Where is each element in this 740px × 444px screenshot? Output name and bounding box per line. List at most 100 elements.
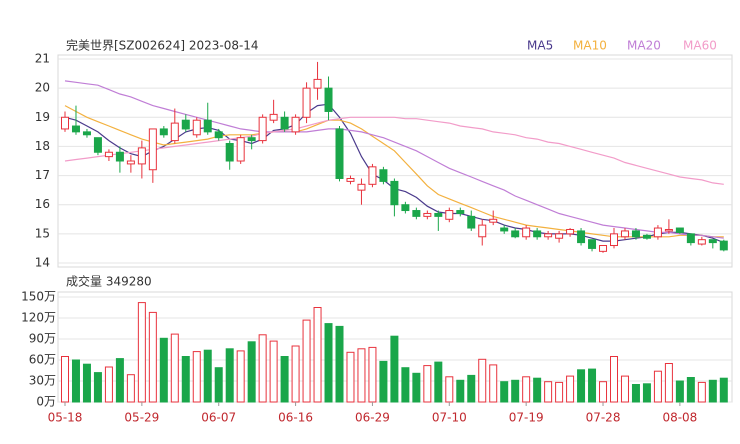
volume-bar	[456, 379, 465, 403]
y-tick-label: 30万	[29, 374, 56, 388]
x-tick-label: 07-10	[432, 411, 467, 425]
volume-bar	[423, 365, 432, 403]
candle-body	[236, 137, 245, 162]
volume-bar	[159, 337, 168, 403]
volume-bar	[181, 356, 190, 403]
candle-body	[379, 169, 388, 182]
legend-entry: MA20	[627, 39, 661, 53]
legend-entry: MA10	[573, 39, 607, 53]
candle-body	[203, 119, 212, 133]
volume-bar	[500, 381, 509, 403]
volume-bar	[686, 377, 695, 403]
candle-body	[577, 230, 586, 244]
volume-bar	[335, 325, 344, 403]
volume-bar	[434, 361, 443, 403]
volume-bar	[148, 311, 157, 403]
y-tick-label: 16	[35, 197, 50, 211]
candle-body	[697, 239, 706, 245]
volume-bar	[137, 302, 146, 403]
volume-bar	[247, 341, 256, 403]
legend-entry: MA60	[683, 39, 717, 53]
volume-bar	[313, 307, 322, 403]
volume-bar	[93, 372, 102, 403]
y-tick-label: 15	[35, 226, 50, 240]
volume-bar	[577, 369, 586, 403]
volume-bar	[445, 376, 454, 403]
volume-bar	[379, 360, 388, 403]
volume-bar	[675, 380, 684, 403]
volume-bar	[291, 345, 300, 403]
volume-bar	[61, 356, 69, 403]
volume-bar	[664, 363, 673, 403]
candle-body	[719, 240, 728, 251]
volume-bar	[467, 374, 476, 403]
candle-body	[631, 230, 640, 238]
candle-body	[126, 160, 135, 165]
volume-bar	[555, 381, 564, 403]
candle-body	[71, 125, 80, 133]
candle-body	[708, 239, 717, 244]
candle-body	[192, 119, 201, 136]
candle-body	[137, 147, 146, 165]
volume-bar	[104, 366, 113, 403]
volume-bar	[522, 376, 531, 403]
ma-line	[64, 105, 724, 238]
candle-body	[610, 233, 618, 247]
volume-bar	[203, 349, 212, 403]
volume-bar	[82, 363, 91, 403]
candle-body	[82, 131, 91, 136]
candle-body	[291, 116, 300, 133]
candle-body	[412, 210, 421, 217]
y-tick-label: 90万	[29, 332, 56, 346]
y-tick-label: 14	[35, 256, 50, 270]
chart-title: 完美世界[SZ002624] 2023-08-14	[66, 38, 259, 53]
volume-bar	[599, 381, 608, 403]
volume-bar	[642, 383, 651, 403]
candle-body	[599, 245, 608, 252]
x-tick-label: 06-07	[201, 411, 236, 425]
y-tick-label: 17	[35, 168, 50, 182]
volume-bar	[511, 379, 520, 403]
candle-body	[390, 180, 399, 206]
volume-bar	[719, 377, 728, 403]
y-tick-label: 18	[35, 139, 50, 153]
candle-body	[324, 87, 333, 112]
volume-bar	[302, 319, 311, 403]
volume-bar	[610, 356, 618, 403]
volume-bar	[71, 359, 80, 403]
legend-entry: MA5	[527, 39, 553, 53]
candle-body	[181, 119, 190, 130]
volume-bar	[620, 375, 629, 403]
volume-bar	[126, 374, 135, 403]
volume-bar	[401, 367, 410, 403]
candle-body	[302, 87, 311, 118]
price-frame	[57, 54, 733, 268]
volume-bar	[225, 348, 234, 403]
x-tick-label: 07-19	[509, 411, 544, 425]
candle-body	[555, 233, 564, 239]
volume-bar	[544, 381, 553, 403]
candle-body	[686, 233, 695, 244]
candle-body	[61, 116, 69, 130]
volume-bar	[588, 368, 597, 403]
x-tick-label: 05-29	[124, 411, 159, 425]
candle-body	[346, 177, 355, 182]
candle-body	[588, 239, 597, 249]
candle-body	[214, 131, 223, 139]
candle-body	[170, 122, 179, 142]
y-tick-label: 60万	[29, 353, 56, 367]
candle-body	[401, 204, 410, 212]
candle-body	[368, 166, 377, 185]
candle-body	[675, 227, 684, 233]
candle-body	[445, 210, 454, 220]
candle-body	[500, 227, 509, 232]
candle-body	[467, 215, 476, 229]
volume-bar	[280, 356, 289, 403]
volume-bar	[368, 346, 377, 403]
volume-bar	[390, 335, 399, 403]
candle-body	[653, 227, 662, 238]
x-tick-label: 06-29	[355, 411, 390, 425]
candle-body	[159, 128, 168, 136]
candle-body	[225, 143, 234, 162]
